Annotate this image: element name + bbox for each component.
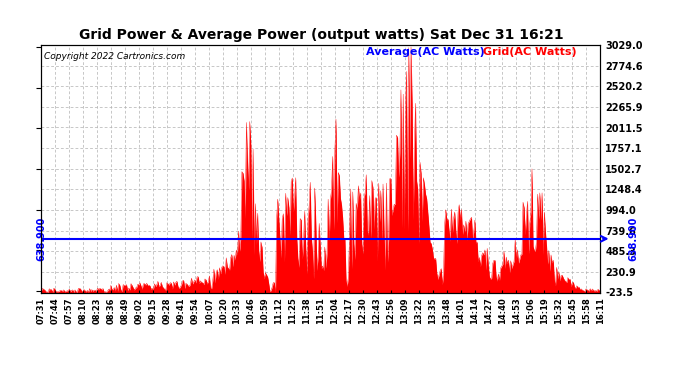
Text: 638.900: 638.900 [629,217,639,261]
Text: 638.900: 638.900 [37,217,46,261]
Title: Grid Power & Average Power (output watts) Sat Dec 31 16:21: Grid Power & Average Power (output watts… [79,28,563,42]
Text: Average(AC Watts): Average(AC Watts) [366,48,484,57]
Text: Grid(AC Watts): Grid(AC Watts) [483,48,577,57]
Text: Copyright 2022 Cartronics.com: Copyright 2022 Cartronics.com [44,53,186,62]
